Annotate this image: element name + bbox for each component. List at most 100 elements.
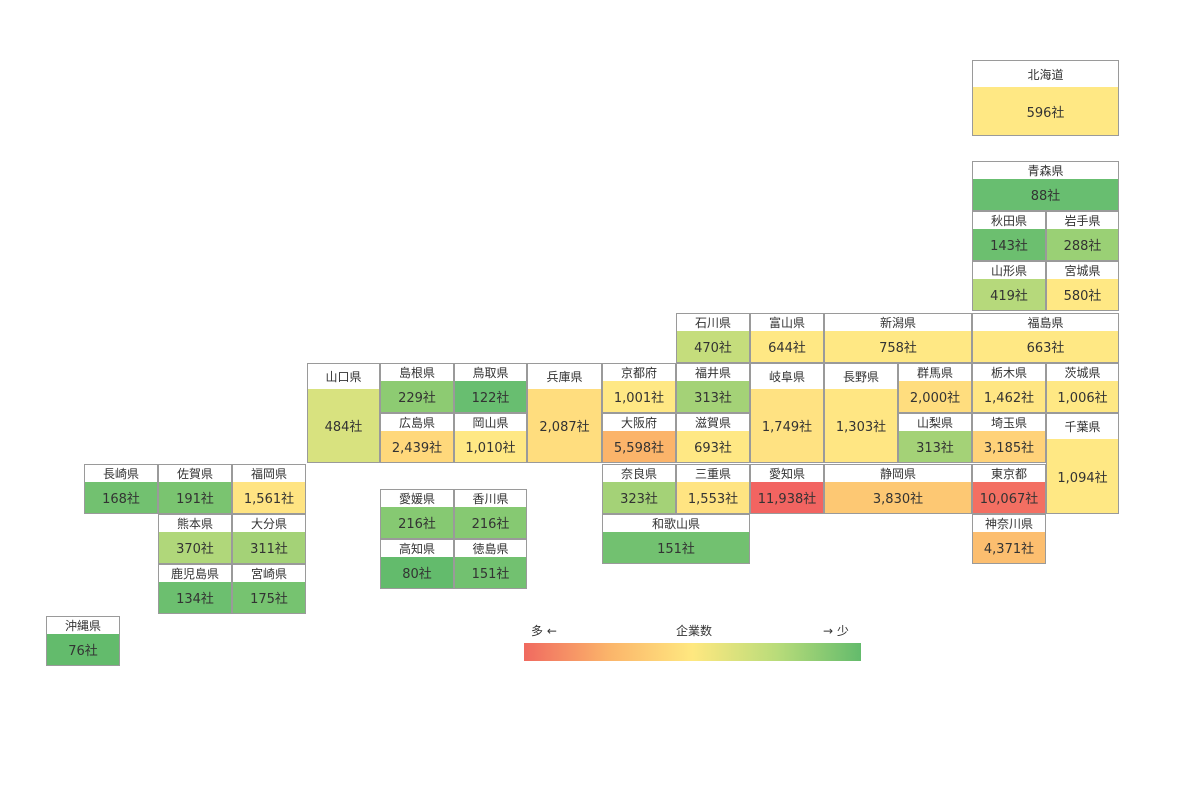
pref-count: 122社 [455,381,526,412]
pref-saga: 佐賀県 191社 [158,464,232,514]
pref-gunma: 群馬県 2,000社 [898,363,972,413]
pref-name: 大阪府 [603,414,675,431]
pref-count: 229社 [381,381,453,412]
pref-count: 323社 [603,482,675,513]
pref-name: 徳島県 [455,540,526,557]
pref-count: 168社 [85,482,157,513]
pref-yamanashi: 山梨県 313社 [898,413,972,463]
pref-shiga: 滋賀県 693社 [676,413,750,463]
pref-kyoto: 京都府 1,001社 [602,363,676,413]
pref-count: 1,749社 [751,389,823,462]
pref-ehime: 愛媛県 216社 [380,489,454,539]
pref-hokkaido: 北海道 596社 [972,60,1119,136]
pref-name: 秋田県 [973,212,1045,229]
pref-count: 419社 [973,279,1045,310]
pref-name: 京都府 [603,364,675,381]
legend-title: 企業数 [676,624,713,638]
pref-fukushima: 福島県 663社 [972,313,1119,363]
pref-name: 三重県 [677,465,749,482]
pref-name: 長崎県 [85,465,157,482]
pref-ibaraki: 茨城県 1,006社 [1046,363,1119,413]
pref-count: 644社 [751,331,823,362]
pref-name: 広島県 [381,414,453,431]
pref-kumamoto: 熊本県 370社 [158,514,232,564]
pref-name: 群馬県 [899,364,971,381]
pref-yamagata: 山形県 419社 [972,261,1046,311]
pref-toyama: 富山県 644社 [750,313,824,363]
pref-kanagawa: 神奈川県 4,371社 [972,514,1046,564]
pref-count: 1,553社 [677,482,749,513]
pref-kochi: 高知県 80社 [380,539,454,589]
pref-count: 151社 [455,557,526,588]
pref-name: 福岡県 [233,465,305,482]
pref-count: 288社 [1047,229,1118,260]
pref-name: 香川県 [455,490,526,507]
pref-count: 1,303社 [825,389,897,462]
pref-kagawa: 香川県 216社 [454,489,527,539]
pref-name: 沖縄県 [47,617,119,634]
pref-miyagi: 宮城県 580社 [1046,261,1119,311]
pref-name: 青森県 [973,162,1118,179]
pref-name: 長野県 [825,364,897,389]
pref-name: 新潟県 [825,314,971,331]
pref-count: 4,371社 [973,532,1045,563]
pref-count: 80社 [381,557,453,588]
pref-name: 石川県 [677,314,749,331]
pref-name: 愛媛県 [381,490,453,507]
pref-name: 熊本県 [159,515,231,532]
pref-shimane: 島根県 229社 [380,363,454,413]
pref-name: 神奈川県 [973,515,1045,532]
pref-name: 福井県 [677,364,749,381]
pref-count: 1,561社 [233,482,305,513]
pref-count: 216社 [381,507,453,538]
pref-name: 岡山県 [455,414,526,431]
legend-high-label: 多 ← [531,624,557,638]
pref-akita: 秋田県 143社 [972,211,1046,261]
pref-gifu: 岐阜県 1,749社 [750,363,824,463]
pref-iwate: 岩手県 288社 [1046,211,1119,261]
pref-ishikawa: 石川県 470社 [676,313,750,363]
pref-count: 313社 [677,381,749,412]
pref-name: 奈良県 [603,465,675,482]
pref-name: 北海道 [973,61,1118,87]
pref-name: 千葉県 [1047,414,1118,439]
pref-aichi: 愛知県 11,938社 [750,464,824,514]
pref-name: 静岡県 [825,465,971,482]
pref-chiba: 千葉県 1,094社 [1046,413,1119,514]
pref-count: 1,010社 [455,431,526,462]
pref-hyogo: 兵庫県 2,087社 [527,363,602,463]
pref-name: 埼玉県 [973,414,1045,431]
pref-count: 758社 [825,331,971,362]
pref-count: 2,439社 [381,431,453,462]
pref-count: 2,087社 [528,389,601,462]
pref-osaka: 大阪府 5,598社 [602,413,676,463]
legend-low-label: → 少 [823,624,849,638]
pref-count: 311社 [233,532,305,563]
pref-count: 3,185社 [973,431,1045,462]
pref-count: 2,000社 [899,381,971,412]
pref-count: 313社 [899,431,971,462]
pref-name: 富山県 [751,314,823,331]
pref-niigata: 新潟県 758社 [824,313,972,363]
pref-count: 1,094社 [1047,439,1118,513]
pref-nara: 奈良県 323社 [602,464,676,514]
pref-count: 191社 [159,482,231,513]
pref-name: 宮城県 [1047,262,1118,279]
pref-count: 134社 [159,582,231,613]
pref-count: 1,001社 [603,381,675,412]
pref-aomori: 青森県 88社 [972,161,1119,211]
pref-shizuoka: 静岡県 3,830社 [824,464,972,514]
pref-miyazaki: 宮崎県 175社 [232,564,306,614]
pref-fukui: 福井県 313社 [676,363,750,413]
pref-name: 滋賀県 [677,414,749,431]
pref-tokushima: 徳島県 151社 [454,539,527,589]
pref-yamaguchi: 山口県 484社 [307,363,380,463]
pref-count: 580社 [1047,279,1118,310]
pref-name: 岐阜県 [751,364,823,389]
pref-count: 370社 [159,532,231,563]
pref-name: 愛知県 [751,465,823,482]
pref-name: 兵庫県 [528,364,601,389]
pref-name: 山梨県 [899,414,971,431]
pref-okinawa: 沖縄県 76社 [46,616,120,666]
